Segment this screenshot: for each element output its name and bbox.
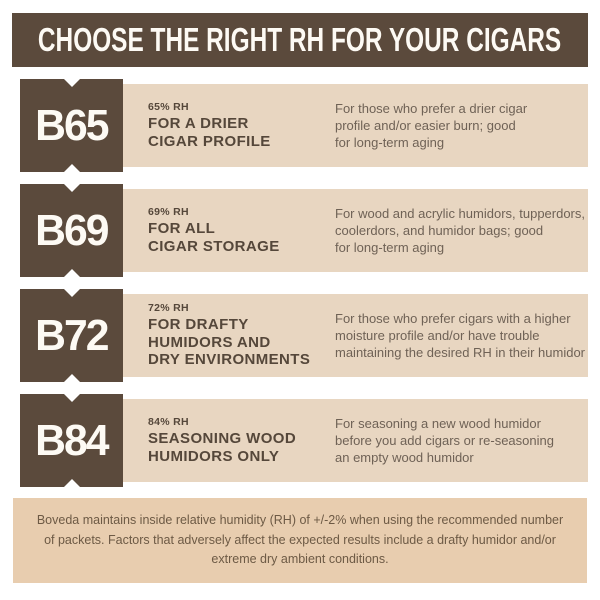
rh-row-b72: 72% RH FOR DRAFTY HUMIDORS AND DRY ENVIR…	[20, 289, 588, 382]
packet-notch-bottom	[63, 479, 80, 487]
model-label: B69	[35, 205, 109, 255]
rh-percent-label: 84% RH	[148, 416, 189, 429]
packet-notch-bottom	[63, 164, 80, 172]
row-heading-group: 69% RH FOR ALL CIGAR STORAGE	[148, 206, 328, 255]
model-label: B65	[35, 100, 109, 150]
row-description: For wood and acrylic humidors, tupperdor…	[335, 205, 586, 256]
model-block-b65: B65	[20, 79, 123, 172]
row-description: For seasoning a new wood humidor before …	[335, 415, 554, 466]
rh-row-b65: 65% RH FOR A DRIER CIGAR PROFILE For tho…	[20, 79, 588, 172]
packet-notch-bottom	[63, 269, 80, 277]
model-label: B72	[35, 310, 109, 360]
model-block-b69: B69	[20, 184, 123, 277]
rh-percent-label: 72% RH	[148, 302, 189, 315]
row-description: For those who prefer a drier cigar profi…	[335, 100, 528, 151]
packet-notch-bottom	[63, 374, 80, 382]
row-description: For those who prefer cigars with a highe…	[335, 310, 586, 361]
footer-note-box: Boveda maintains inside relative humidit…	[13, 498, 587, 583]
rh-percent-label: 69% RH	[148, 206, 189, 219]
rh-row-b84: 84% RH SEASONING WOOD HUMIDORS ONLY For …	[20, 394, 588, 487]
row-heading-group: 84% RH SEASONING WOOD HUMIDORS ONLY	[148, 416, 328, 465]
model-block-b84: B84	[20, 394, 123, 487]
row-title: FOR A DRIER CIGAR PROFILE	[148, 115, 271, 150]
packet-notch-top	[63, 289, 80, 297]
row-heading-group: 72% RH FOR DRAFTY HUMIDORS AND DRY ENVIR…	[148, 302, 328, 368]
row-title: SEASONING WOOD HUMIDORS ONLY	[148, 430, 297, 465]
row-heading-group: 65% RH FOR A DRIER CIGAR PROFILE	[148, 101, 328, 150]
packet-notch-top	[63, 184, 80, 192]
row-title: FOR DRAFTY HUMIDORS AND DRY ENVIRONMENTS	[148, 316, 311, 369]
page-title: CHOOSE THE RIGHT RH FOR YOUR CIGARS	[38, 21, 562, 58]
footer-note-text: Boveda maintains inside relative humidit…	[36, 513, 564, 567]
row-title: FOR ALL CIGAR STORAGE	[148, 220, 280, 255]
model-label: B84	[35, 415, 109, 465]
rh-percent-label: 65% RH	[148, 101, 189, 114]
model-block-b72: B72	[20, 289, 123, 382]
rh-row-b69: 69% RH FOR ALL CIGAR STORAGE For wood an…	[20, 184, 588, 277]
header-bar: CHOOSE THE RIGHT RH FOR YOUR CIGARS	[12, 13, 588, 67]
packet-notch-top	[63, 394, 80, 402]
packet-notch-top	[63, 79, 80, 87]
